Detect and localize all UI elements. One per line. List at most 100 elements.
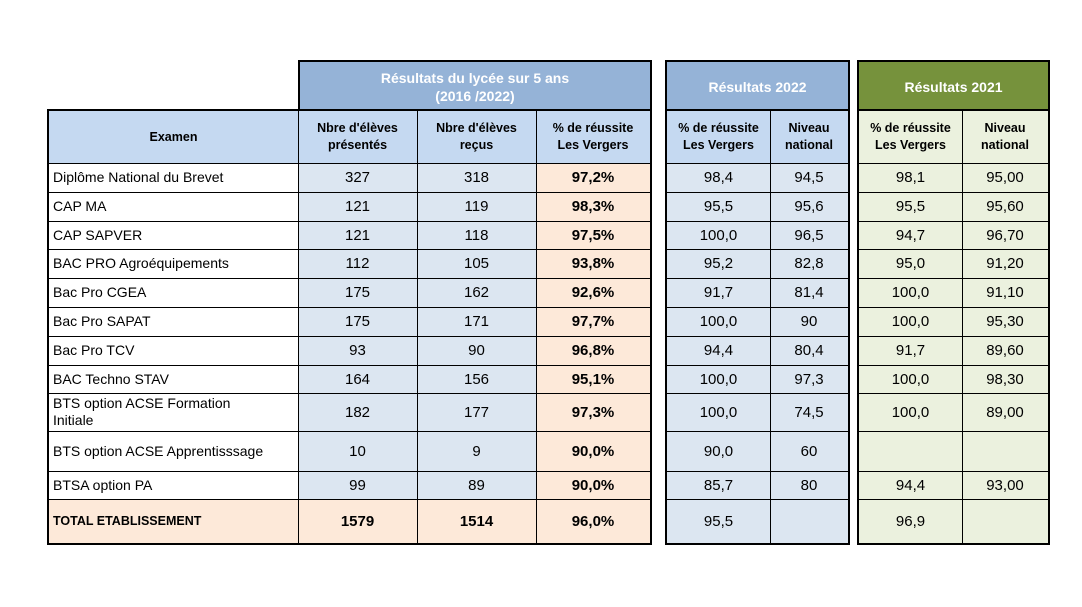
pct-2022-value: 98,4 xyxy=(703,169,734,186)
recus-cell: 118 xyxy=(417,221,536,249)
total-reussite-value: 96,0% xyxy=(571,512,615,530)
pct-2022-value: 95,2 xyxy=(703,255,734,272)
niveau-2021-cell: 89,00 xyxy=(962,393,1048,431)
pct-2021-value: 94,7 xyxy=(895,226,926,244)
results-2021-title: Résultats 2021 xyxy=(857,60,1050,111)
pct-2021-cell: 100,0 xyxy=(859,393,962,431)
reussite-cell: 92,6% xyxy=(536,278,650,307)
header-reussite-line1: % de réussite xyxy=(552,121,634,135)
niveau-2021-value: 95,60 xyxy=(986,198,1024,215)
reussite-value: 90,0% xyxy=(571,442,615,460)
pct-2022-value: 100,0 xyxy=(699,370,738,388)
row-divider xyxy=(859,307,1048,308)
presentes-cell: 175 xyxy=(298,278,417,307)
total-label-cell: TOTAL ETABLISSEMENT xyxy=(49,499,298,543)
row-divider xyxy=(49,249,650,250)
header-reussite: % de réussite Les Vergers xyxy=(536,111,650,163)
niveau-2021-value: 95,00 xyxy=(986,169,1024,186)
niveau-2022-value: 94,5 xyxy=(794,169,824,186)
reussite-value: 96,8% xyxy=(571,342,615,359)
header-niveau-2022: Niveau national xyxy=(770,111,848,163)
recus-value: 119 xyxy=(464,198,489,215)
niveau-2021-cell: 96,70 xyxy=(962,221,1048,249)
main-results-table: Examen Nbre d'élèves présentés Nbre d'élève… xyxy=(47,109,652,545)
reussite-value: 97,5% xyxy=(571,226,615,244)
recus-value: 118 xyxy=(464,226,489,244)
header-recus: Nbre d'élèves reçus xyxy=(417,111,536,163)
niveau-2021-cell xyxy=(962,431,1048,471)
row-divider xyxy=(859,278,1048,279)
presentes-value: 10 xyxy=(349,442,366,460)
header-examen: Examen xyxy=(49,111,298,163)
reussite-cell: 96,8% xyxy=(536,336,650,365)
header-niveau-2021-line1: Niveau xyxy=(984,121,1026,135)
row-divider xyxy=(49,278,650,279)
row-divider xyxy=(859,471,1048,472)
exam-name-cell: BAC Techno STAV xyxy=(49,365,298,393)
niveau-2022-value: 74,5 xyxy=(794,403,824,421)
niveau-2021-value: 98,30 xyxy=(986,370,1024,388)
header-niveau-2021: Niveau national xyxy=(962,111,1048,163)
total-presentes-cell: 1579 xyxy=(298,499,417,543)
niveau-2021-cell: 98,30 xyxy=(962,365,1048,393)
niveau-2021-cell: 91,10 xyxy=(962,278,1048,307)
exam-name-cell: Bac Pro TCV xyxy=(49,336,298,365)
pct-2021-cell: 100,0 xyxy=(859,365,962,393)
reussite-cell: 98,3% xyxy=(536,192,650,221)
lycee-title-line1: Résultats du lycée sur 5 ans xyxy=(380,69,570,86)
presentes-cell: 121 xyxy=(298,192,417,221)
row-divider xyxy=(49,499,650,500)
total-recus-value: 1514 xyxy=(459,512,494,530)
presentes-cell: 10 xyxy=(298,431,417,471)
column-divider xyxy=(536,111,537,543)
pct-2022-cell: 90,0 xyxy=(667,431,770,471)
niveau-2021-value: 95,30 xyxy=(986,313,1024,330)
pct-2021-cell: 98,1 xyxy=(859,163,962,192)
row-divider xyxy=(49,431,650,432)
niveau-2022-cell: 97,3 xyxy=(770,365,848,393)
pct-2021-cell: 100,0 xyxy=(859,278,962,307)
niveau-2022-cell: 60 xyxy=(770,431,848,471)
recus-cell: 171 xyxy=(417,307,536,336)
reussite-value: 97,2% xyxy=(571,169,615,186)
exam-name-cell: Bac Pro CGEA xyxy=(49,278,298,307)
header-reussite-line2: Les Vergers xyxy=(557,138,629,152)
niveau-2022-value: 90 xyxy=(800,313,818,330)
presentes-value: 93 xyxy=(349,342,366,359)
exam-name: BTSA option PA xyxy=(53,476,153,493)
niveau-2021-cell: 95,00 xyxy=(962,163,1048,192)
header-presentes-line1: Nbre d'élèves xyxy=(317,121,398,135)
reussite-value: 93,8% xyxy=(571,255,615,272)
header-presentes-line2: présentés xyxy=(327,138,388,152)
recus-value: 156 xyxy=(463,370,490,388)
row-divider xyxy=(49,365,650,366)
niveau-2022-cell: 90 xyxy=(770,307,848,336)
niveau-2021-value: 89,60 xyxy=(986,342,1024,359)
pct-2021-value: 100,0 xyxy=(891,284,930,301)
row-divider xyxy=(859,499,1048,500)
header-niveau-2022-line1: Niveau xyxy=(788,121,830,135)
pct-2021-value: 100,0 xyxy=(891,403,930,421)
exam-name-cell: BTS option ACSE Formation Initiale xyxy=(49,393,298,431)
results-2022-title: Résultats 2022 xyxy=(665,60,850,111)
exam-name-cell: CAP SAPVER xyxy=(49,221,298,249)
pct-2021-value: 94,4 xyxy=(895,476,926,494)
header-pct-2022-line2: Les Vergers xyxy=(683,138,754,152)
presentes-cell: 175 xyxy=(298,307,417,336)
recus-cell: 89 xyxy=(417,471,536,499)
pct-2022-cell: 98,4 xyxy=(667,163,770,192)
results-2022-title-text: Résultats 2022 xyxy=(708,78,807,95)
niveau-2022-value: 95,6 xyxy=(794,198,824,215)
pct-2022-value: 90,0 xyxy=(703,442,734,460)
recus-value: 105 xyxy=(463,255,490,272)
niveau-2022-cell: 95,6 xyxy=(770,192,848,221)
presentes-value: 327 xyxy=(344,169,371,186)
row-divider xyxy=(859,365,1048,366)
niveau-2021-cell: 89,60 xyxy=(962,336,1048,365)
row-divider xyxy=(667,336,848,337)
header-pct-2021-line1: % de réussite xyxy=(870,121,951,135)
presentes-cell: 164 xyxy=(298,365,417,393)
results-2021-table: % de réussite Les Vergers Niveau national 98… xyxy=(857,109,1050,545)
presentes-value: 175 xyxy=(344,313,371,330)
niveau-2022-value: 81,4 xyxy=(794,284,824,301)
